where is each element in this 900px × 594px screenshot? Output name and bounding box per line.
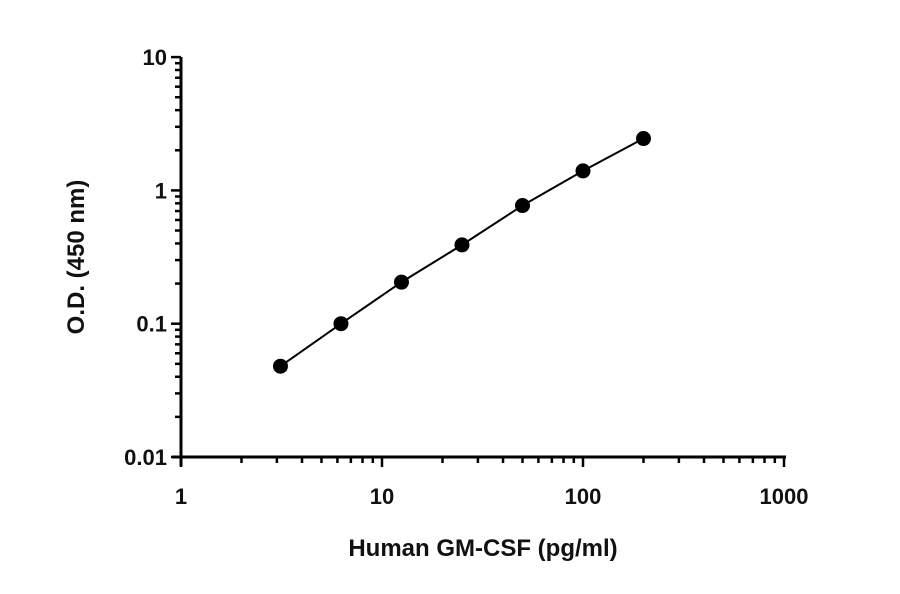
x-tick-label: 1000 bbox=[760, 484, 809, 509]
x-tick-label: 100 bbox=[565, 484, 602, 509]
data-point bbox=[333, 316, 349, 332]
data-point bbox=[454, 237, 470, 253]
data-point bbox=[393, 274, 409, 290]
data-point bbox=[272, 358, 288, 374]
data-point bbox=[575, 163, 591, 179]
y-tick-label: 1 bbox=[155, 178, 167, 203]
data-point bbox=[636, 131, 652, 147]
x-tick-label: 1 bbox=[175, 484, 187, 509]
data-point bbox=[514, 198, 530, 214]
y-tick-label: 0.01 bbox=[124, 445, 167, 470]
y-axis-tick-labels: 0.01 0.1 1 10 bbox=[124, 45, 167, 470]
x-tick-label: 10 bbox=[370, 484, 394, 509]
x-axis-title: Human GM-CSF (pg/ml) bbox=[348, 535, 617, 562]
y-tick-label: 10 bbox=[143, 45, 167, 70]
y-axis-title: O.D. (450 nm) bbox=[63, 180, 90, 335]
y-tick-label: 0.1 bbox=[136, 312, 167, 337]
x-axis-tick-labels: 1 10 100 1000 bbox=[175, 484, 809, 509]
series-markers bbox=[272, 131, 652, 374]
